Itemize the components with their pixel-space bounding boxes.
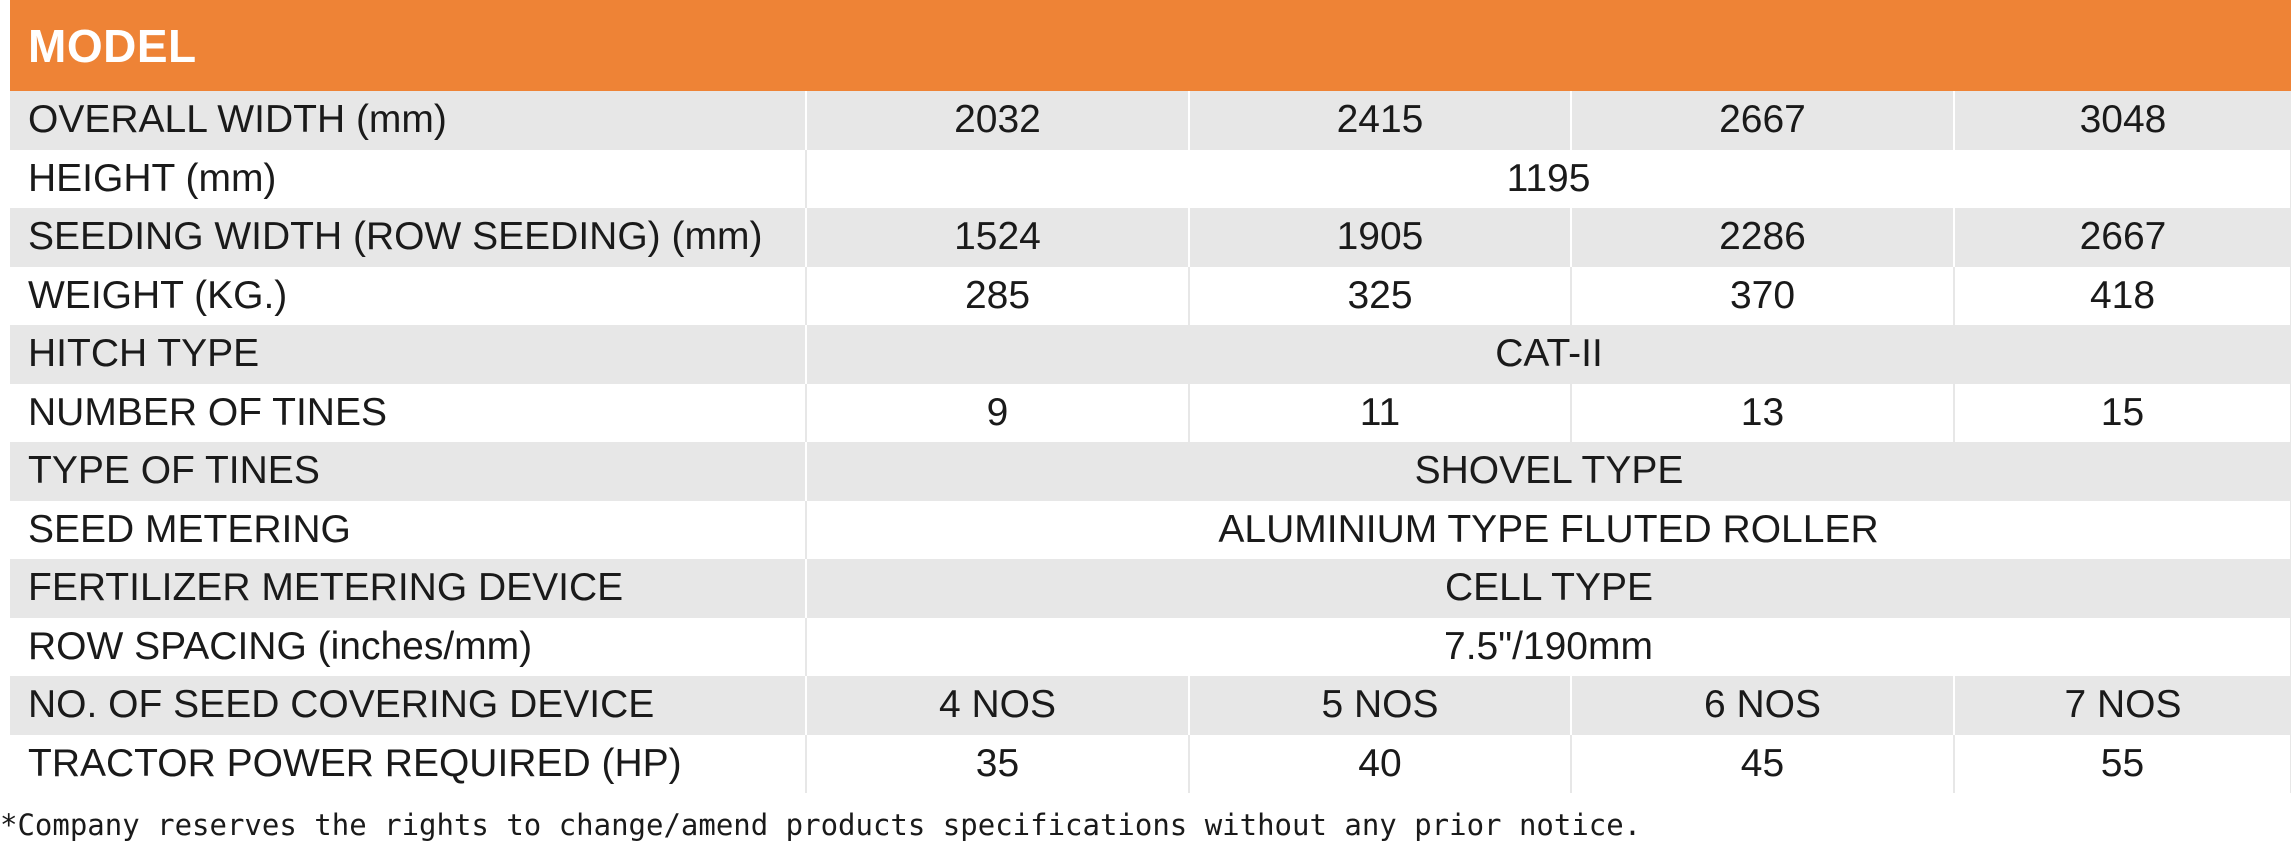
row-value: 15	[1954, 383, 2291, 442]
row-value: 3048	[1954, 91, 2291, 150]
table-row: TYPE OF TINES SHOVEL TYPE	[10, 442, 2291, 501]
table-row: ROW SPACING (inches/mm) 7.5"/190mm	[10, 617, 2291, 676]
row-label: NO. OF SEED COVERING DEVICE	[10, 676, 807, 735]
row-value: 6 NOS	[1571, 676, 1955, 735]
spec-table-container: MODEL OVERALL WIDTH (mm) 2032 2415 2667 …	[10, 0, 2291, 793]
row-label: HEIGHT (mm)	[10, 149, 807, 208]
row-label: OVERALL WIDTH (mm)	[10, 91, 807, 150]
row-value: 2667	[1954, 208, 2291, 267]
row-label: SEEDING WIDTH (ROW SEEDING) (mm)	[10, 208, 807, 267]
table-row: SEEDING WIDTH (ROW SEEDING) (mm) 1524 19…	[10, 208, 2291, 267]
table-row: SEED METERING ALUMINIUM TYPE FLUTED ROLL…	[10, 500, 2291, 559]
table-row: NUMBER OF TINES 9 11 13 15	[10, 383, 2291, 442]
row-value: 2667	[1571, 91, 1955, 150]
row-value: 1905	[1189, 208, 1572, 267]
row-value: 55	[1954, 734, 2291, 793]
row-merged-value: SHOVEL TYPE	[806, 442, 2291, 501]
row-value: 7 NOS	[1954, 676, 2291, 735]
row-label: TYPE OF TINES	[10, 442, 807, 501]
table-row: NO. OF SEED COVERING DEVICE 4 NOS 5 NOS …	[10, 676, 2291, 735]
table-row: TRACTOR POWER REQUIRED (HP) 35 40 45 55	[10, 734, 2291, 793]
row-value: 5 NOS	[1189, 676, 1572, 735]
row-label: TRACTOR POWER REQUIRED (HP)	[10, 734, 807, 793]
row-label: HITCH TYPE	[10, 325, 807, 384]
row-label: ROW SPACING (inches/mm)	[10, 617, 807, 676]
row-merged-value: CELL TYPE	[806, 559, 2291, 618]
row-value: 2032	[806, 91, 1190, 150]
table-row: HITCH TYPE CAT-II	[10, 325, 2291, 384]
row-label: FERTILIZER METERING DEVICE	[10, 559, 807, 618]
row-value: 2415	[1189, 91, 1572, 150]
row-value: 4 NOS	[806, 676, 1190, 735]
row-label: WEIGHT (KG.)	[10, 266, 807, 325]
table-row: HEIGHT (mm) 1195	[10, 149, 2291, 208]
row-merged-value: ALUMINIUM TYPE FLUTED ROLLER	[806, 500, 2291, 559]
row-value: 13	[1571, 383, 1955, 442]
row-merged-value: 7.5"/190mm	[806, 617, 2291, 676]
row-merged-value: CAT-II	[806, 325, 2291, 384]
row-value: 285	[806, 266, 1190, 325]
table-row: OVERALL WIDTH (mm) 2032 2415 2667 3048	[10, 91, 2291, 150]
row-value: 1524	[806, 208, 1190, 267]
row-merged-value: 1195	[806, 149, 2291, 208]
row-value: 11	[1189, 383, 1572, 442]
row-value: 325	[1189, 266, 1572, 325]
row-label: SEED METERING	[10, 500, 807, 559]
table-row: WEIGHT (KG.) 285 325 370 418	[10, 266, 2291, 325]
row-label: NUMBER OF TINES	[10, 383, 807, 442]
row-value: 35	[806, 734, 1190, 793]
row-value: 9	[806, 383, 1190, 442]
row-value: 40	[1189, 734, 1572, 793]
row-value: 2286	[1571, 208, 1955, 267]
row-value: 370	[1571, 266, 1955, 325]
row-value: 45	[1571, 734, 1955, 793]
header-title: MODEL	[28, 19, 197, 72]
disclaimer-note: *Company reserves the rights to change/a…	[0, 808, 1642, 842]
spec-table: OVERALL WIDTH (mm) 2032 2415 2667 3048 H…	[10, 91, 2291, 793]
table-header: MODEL	[10, 0, 2291, 91]
table-row: FERTILIZER METERING DEVICE CELL TYPE	[10, 559, 2291, 618]
row-value: 418	[1954, 266, 2291, 325]
